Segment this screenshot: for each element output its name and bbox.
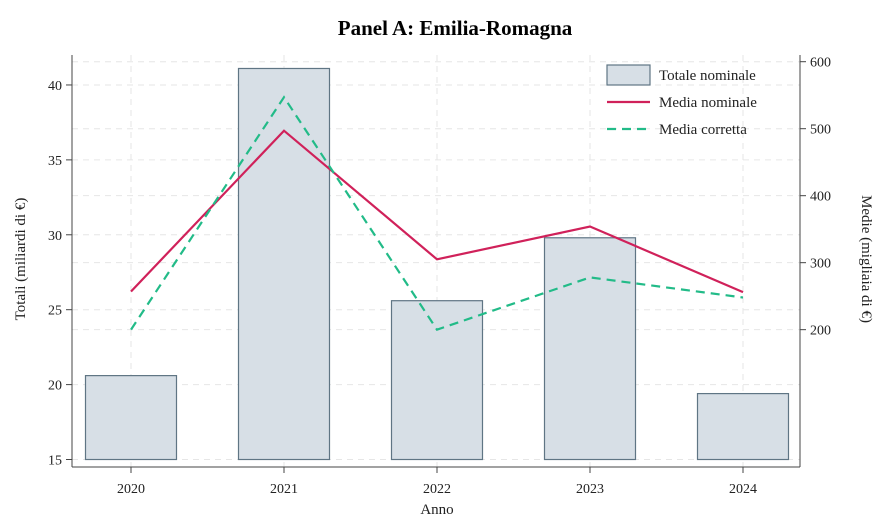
line-media-corretta — [130, 95, 744, 331]
y-left-tick-label-35: 35 — [48, 154, 62, 169]
legend: Totale nominale Media nominale Media corre… — [606, 64, 757, 138]
chart-title: Panel A: Emilia-Romagna — [338, 16, 573, 40]
legend-media-corretta-label: Media corretta — [659, 122, 747, 138]
x-tick-label-2023: 2023 — [576, 482, 604, 497]
y-right-tick-label-300: 300 — [810, 257, 831, 272]
x-axis-label: Anno — [420, 502, 453, 517]
y-left-tick-label-20: 20 — [48, 379, 62, 394]
bar-2022 — [390, 300, 484, 461]
legend-totale-nominale-label: Totale nominale — [659, 68, 756, 84]
y-left-tick-label-25: 25 — [48, 304, 62, 319]
axes: 15 20 25 30 35 40 200 300 400 500 600 2020 2021 2022 2… — [48, 55, 831, 497]
bar-2021 — [237, 67, 331, 461]
bar-2020 — [84, 375, 178, 461]
legend-totale-nominale-swatch — [606, 64, 651, 86]
x-tick-label-2021: 2021 — [270, 482, 298, 497]
y-right-tick-label-600: 600 — [810, 56, 831, 71]
y-right-tick-label-200: 200 — [810, 324, 831, 339]
lines — [130, 95, 744, 331]
y-right-tick-label-400: 400 — [810, 190, 831, 205]
x-tick-label-2020: 2020 — [117, 482, 145, 497]
y-axis-left-label: Totali (miliardi di €) — [13, 198, 29, 321]
bars — [84, 67, 790, 461]
y-axis-right-label: Medie (migliaia di €) — [858, 195, 874, 323]
y-right-tick-label-500: 500 — [810, 123, 831, 138]
y-left-tick-label-30: 30 — [48, 229, 62, 244]
x-tick-label-2022: 2022 — [423, 482, 451, 497]
y-left-tick-label-15: 15 — [48, 454, 62, 469]
x-tick-label-2024: 2024 — [729, 482, 757, 497]
y-left-tick-label-40: 40 — [48, 79, 62, 94]
line-media-nominale — [130, 129, 744, 294]
bar-2023 — [543, 237, 637, 461]
legend-media-nominale-label: Media nominale — [659, 95, 757, 111]
bar-2024 — [696, 392, 790, 461]
